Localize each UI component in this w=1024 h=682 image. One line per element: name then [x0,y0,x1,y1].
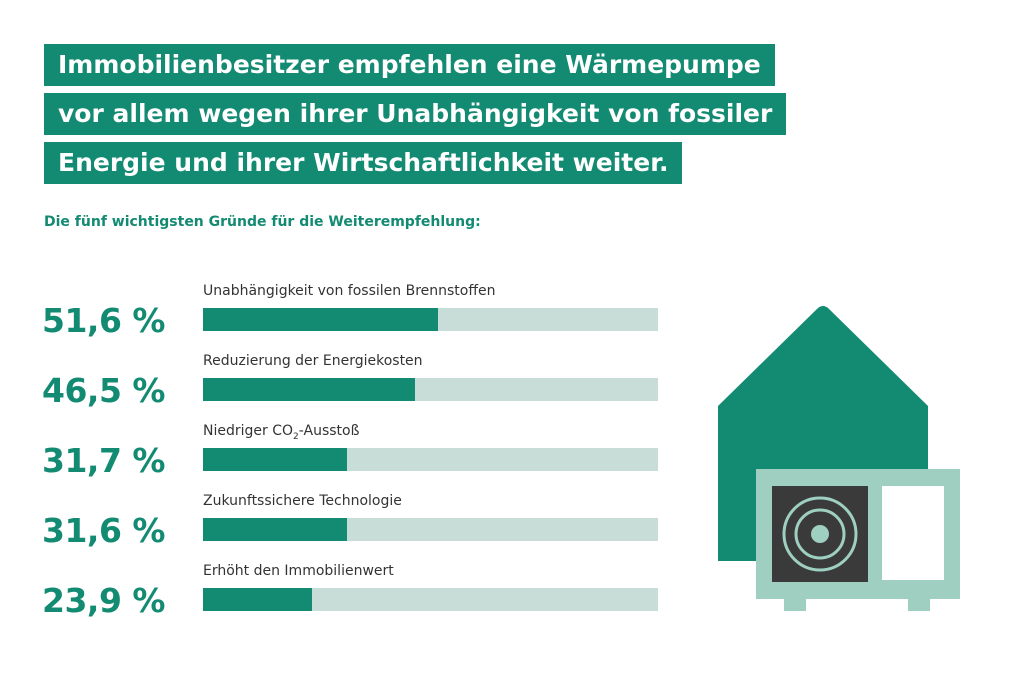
bar-value-label: 23,9 % [42,581,165,620]
bar-row: 51,6 % Unabhängigkeit von fossilen Brenns… [0,283,680,353]
bar-track [203,308,658,331]
bar-row: 23,9 % Erhöht den Immobilienwert [0,563,680,633]
bar-value-label: 51,6 % [42,301,165,340]
heat-pump-icon [756,469,960,611]
headline-line-3: Energie und ihrer Wirtschaftlichkeit wei… [44,142,683,184]
bar [203,588,312,611]
unit-panel [882,486,944,580]
bar-track [203,588,658,611]
bar-category-label: Niedriger CO2-Ausstoß [203,423,360,442]
headline-line-2: vor allem wegen ihrer Unabhängigkeit von… [44,93,787,135]
bar-category-label: Reduzierung der Energiekosten [203,353,423,369]
bar-track [203,378,658,401]
bar [203,448,348,471]
bar [203,378,415,401]
bar-category-label: Erhöht den Immobilienwert [203,563,394,579]
bar-value-label: 31,6 % [42,511,165,550]
bar-row: 31,7 % Niedriger CO2-Ausstoß [0,423,680,493]
chart-subtitle: Die fünf wichtigsten Gründe für die Weit… [44,214,481,230]
bar-value-label: 46,5 % [42,371,165,410]
bar-track [203,448,658,471]
bar-category-label: Unabhängigkeit von fossilen Brennstoffen [203,283,496,299]
headline: Immobilienbesitzer empfehlen eine Wärmep… [44,44,787,191]
bar-category-label: Zukunftssichere Technologie [203,493,402,509]
bar [203,308,438,331]
bar-row: 46,5 % Reduzierung der Energiekosten [0,353,680,423]
headline-line-1: Immobilienbesitzer empfehlen eine Wärmep… [44,44,775,86]
bar-row: 31,6 % Zukunftssichere Technologie [0,493,680,563]
bar-value-label: 31,7 % [42,441,165,480]
bar-track [203,518,658,541]
house-icon [718,306,960,611]
bar [203,518,347,541]
